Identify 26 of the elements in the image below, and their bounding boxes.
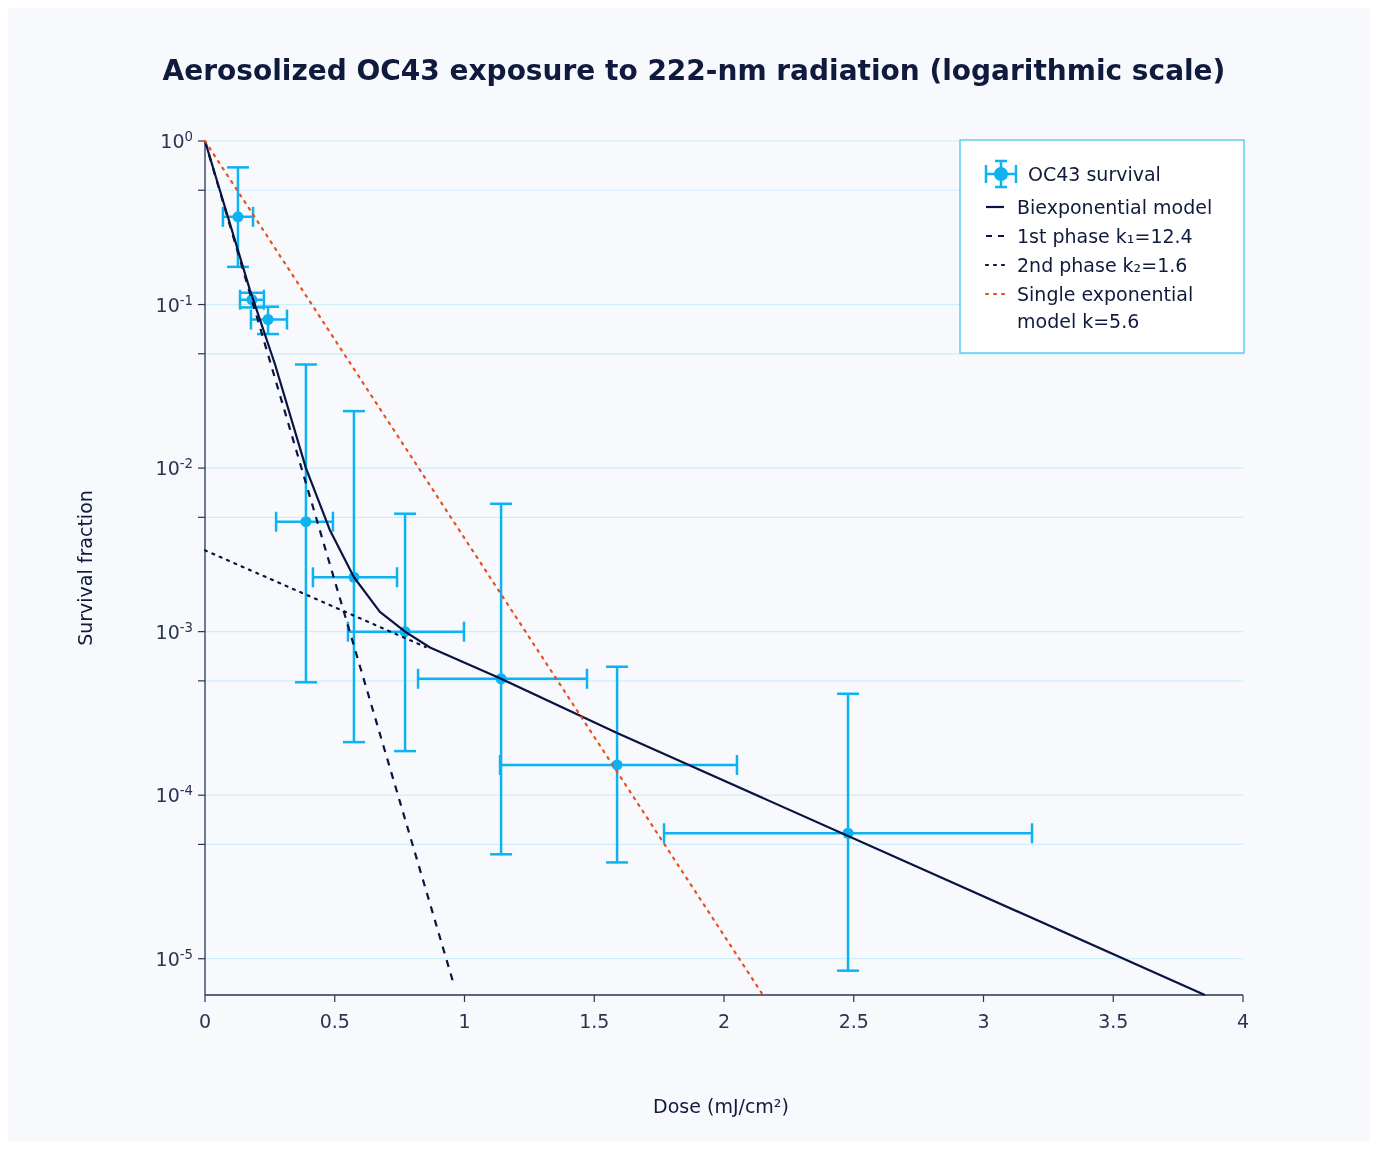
y-axis-title: Survival fraction — [74, 490, 96, 646]
x-tick-label: 0.5 — [319, 1010, 350, 1032]
legend-label: Single exponential model k=5.6 — [1017, 283, 1194, 332]
legend-label: Biexponential model — [1017, 196, 1213, 218]
legend-label: OC43 survival — [1028, 163, 1161, 185]
x-tick-label: 4 — [1236, 1010, 1250, 1032]
y-tick-label: 10$^{-5}$ — [155, 946, 193, 970]
x-axis-title: Dose (mJ/cm²) — [653, 1095, 789, 1117]
x-tick-label: 1.5 — [579, 1010, 610, 1032]
x-tick-label: 3.5 — [1098, 1010, 1129, 1032]
x-tick-label: 1 — [458, 1010, 471, 1032]
legend-label: 1st phase k₁=12.4 — [1017, 225, 1193, 247]
y-tick-label: 10$^{-3}$ — [155, 619, 193, 643]
x-tick-label: 0 — [198, 1010, 212, 1032]
x-tick-label: 2 — [717, 1010, 731, 1032]
legend-label: 2nd phase k₂=1.6 — [1017, 254, 1188, 276]
y-tick-label: 10$^{-2}$ — [155, 455, 193, 480]
chart-title: Aerosolized OC43 exposure to 222-nm radiation (logarithmic scale) — [162, 54, 1226, 87]
x-tick-label: 2.5 — [838, 1010, 869, 1032]
y-tick-label: 10$^{-4}$ — [155, 782, 193, 807]
y-tick-label: 10$^{0}$ — [160, 128, 193, 152]
point — [300, 516, 312, 528]
point — [262, 314, 274, 326]
point — [232, 211, 244, 223]
x-tick-label: 3 — [977, 1010, 990, 1032]
y-tick-label: 10$^{-1}$ — [155, 292, 193, 316]
